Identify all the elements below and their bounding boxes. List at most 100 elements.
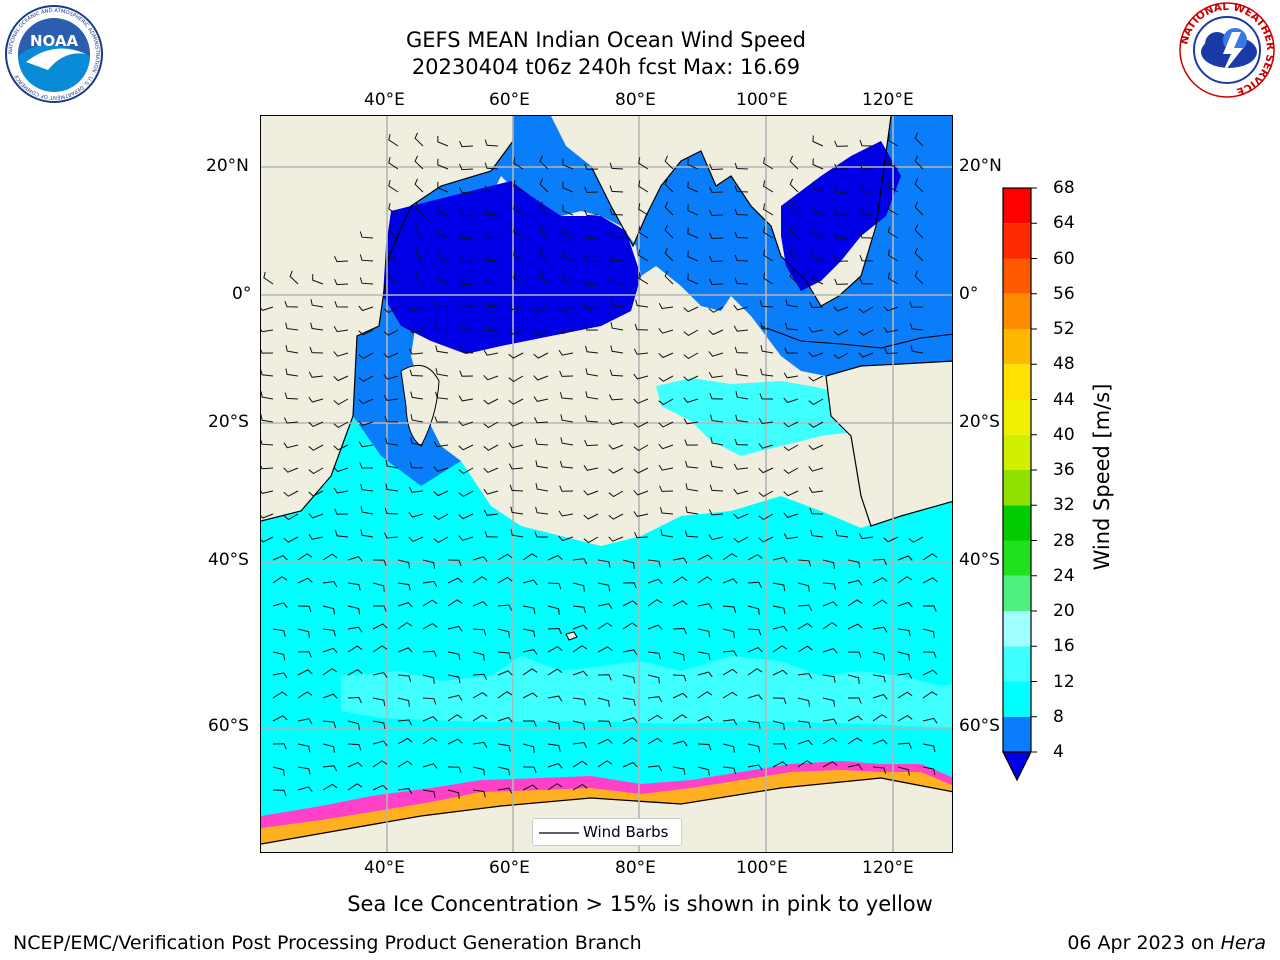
wind-barb — [608, 444, 624, 450]
wind-barb — [709, 278, 724, 286]
wind-barb — [922, 691, 938, 699]
colorbar-segment — [1003, 540, 1031, 576]
wind-barb — [597, 559, 611, 568]
wind-barb — [383, 394, 399, 401]
wind-barb — [261, 513, 274, 519]
wind-barb — [472, 691, 488, 699]
wind-barb — [783, 397, 799, 404]
wind-barb — [647, 696, 663, 703]
wind-barb — [597, 646, 613, 653]
wind-barb — [372, 672, 388, 678]
wind-barb — [584, 163, 599, 171]
wind-barb — [797, 604, 813, 611]
lon-tick-bottom-40e: 40°E — [364, 858, 405, 878]
wind-barb — [522, 743, 535, 753]
wind-barb — [472, 766, 485, 776]
date-stamp: 06 Apr 2023 on Hera — [1067, 932, 1266, 954]
wind-barb — [808, 375, 824, 382]
wind-barb — [547, 627, 562, 635]
lon-tick-bottom-60e: 60°E — [489, 858, 530, 878]
wind-barb — [372, 760, 388, 768]
wind-barb — [789, 178, 799, 193]
wind-barb — [914, 270, 924, 285]
wind-barb — [508, 442, 524, 449]
wind-barb — [872, 577, 888, 584]
wind-barb — [559, 485, 574, 492]
wind-barb — [308, 421, 324, 427]
wind-barb — [610, 322, 624, 331]
wind-barb — [734, 254, 749, 262]
wind-barb — [334, 301, 349, 308]
wind-barb — [858, 329, 874, 336]
wind-barb — [672, 714, 688, 722]
wind-barb — [709, 232, 724, 240]
wind-barb — [358, 305, 374, 312]
wind-barb — [388, 156, 399, 170]
wind-barb — [562, 273, 574, 285]
wind-barb — [783, 372, 799, 379]
colorbar-tick-label: 40 — [1053, 424, 1075, 445]
wind-barb — [283, 467, 299, 473]
wind-barb — [789, 224, 799, 239]
wind-barb — [372, 720, 386, 729]
wind-barb — [388, 133, 399, 147]
wind-barb — [772, 605, 786, 615]
wind-barb — [722, 553, 738, 561]
wind-barb — [497, 691, 513, 699]
wind-barb — [914, 247, 924, 262]
wind-barb — [887, 203, 899, 216]
wind-barb — [297, 577, 313, 584]
wind-barb — [414, 224, 424, 239]
wind-barb — [822, 559, 835, 569]
wind-barb — [822, 622, 838, 630]
wind-barb — [747, 581, 762, 589]
wind-barb — [322, 783, 338, 791]
wind-barb — [622, 559, 635, 569]
wind-barb — [410, 391, 424, 400]
indonesia-coastline — [760, 325, 952, 349]
wind-barb — [261, 349, 274, 354]
wind-barb — [422, 763, 438, 769]
wind-barb — [472, 601, 488, 607]
wind-barb — [372, 740, 388, 747]
wind-barb — [834, 140, 849, 147]
wind-barb — [708, 371, 724, 379]
wind-barb — [672, 766, 686, 775]
wind-barb — [562, 181, 574, 193]
wind-barb — [872, 651, 886, 661]
colorbar-segment — [1003, 223, 1031, 259]
wind-barb — [659, 485, 674, 492]
wind-barb — [447, 789, 460, 799]
colorbar-tick-label: 60 — [1053, 248, 1075, 269]
wind-barb — [834, 232, 849, 239]
wind-barb — [397, 559, 411, 569]
wind-barb — [547, 582, 562, 590]
wind-barb — [772, 582, 786, 592]
wind-barb — [683, 329, 699, 337]
wind-barb — [385, 483, 399, 492]
wind-barb — [483, 467, 499, 473]
wind-barb — [322, 628, 336, 637]
wind-barb — [697, 576, 713, 584]
wind-barb — [447, 651, 461, 661]
wind-barb — [858, 352, 874, 358]
wind-barb — [447, 766, 462, 773]
wind-barb — [522, 766, 537, 773]
wind-barb — [283, 490, 299, 497]
wind-barb — [722, 691, 738, 699]
lat-tick-left-0: 0° — [232, 284, 252, 304]
date-text: 06 Apr 2023 on — [1067, 932, 1221, 954]
wind-barb — [834, 186, 849, 193]
wind-barb — [358, 398, 374, 405]
wind-barb — [835, 529, 849, 538]
wind-barb — [763, 180, 774, 193]
wind-barb — [283, 442, 299, 449]
wind-barb — [433, 513, 449, 521]
wind-barb — [535, 483, 549, 492]
wind-barb — [459, 370, 474, 377]
wind-barb — [360, 506, 374, 515]
wind-barb — [763, 249, 774, 262]
wind-barb — [859, 231, 874, 239]
wind-barb — [812, 250, 824, 262]
wind-barb — [847, 559, 861, 569]
